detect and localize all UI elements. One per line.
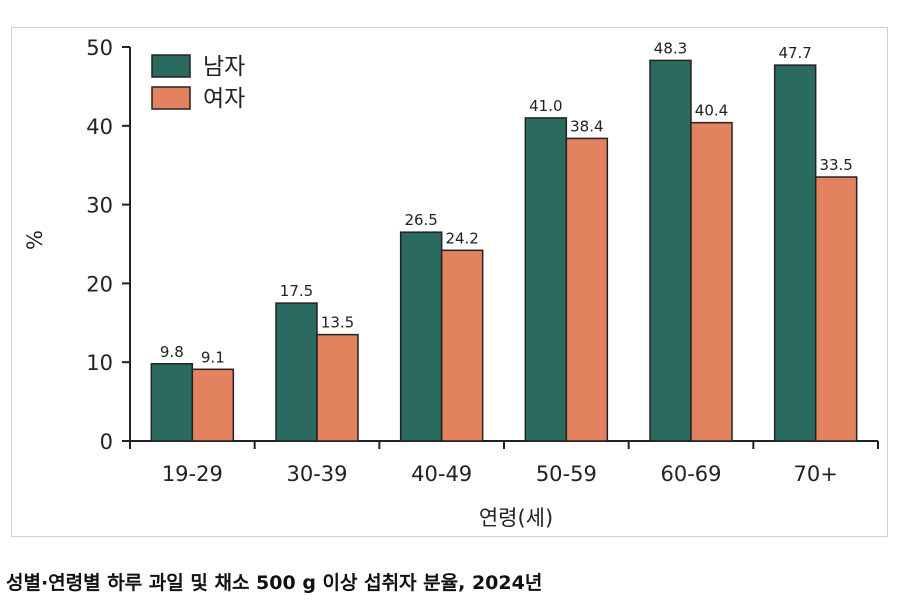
bar-female — [814, 176, 858, 442]
data-label: 13.5 — [321, 314, 354, 332]
x-tick-label: 50-59 — [536, 462, 597, 486]
data-label: 40.4 — [695, 102, 728, 120]
data-label: 17.5 — [280, 282, 313, 300]
bar-male — [524, 117, 568, 442]
x-axis-title: 연령(세) — [479, 506, 553, 530]
bar-male — [275, 302, 318, 442]
bar-chart: 0 10 20 30 40 50 9.8 9.1 19-29 17.5 13.5 30-39 26.5… — [23, 36, 879, 530]
data-label: 48.3 — [654, 39, 687, 57]
data-label: 9.1 — [201, 348, 225, 366]
data-label: 9.8 — [160, 343, 184, 361]
labels: 9.8 9.1 19-29 17.5 13.5 30-39 26.5 24.2 40-49 41.… — [23, 39, 853, 530]
data-label: 41.0 — [529, 97, 562, 115]
data-label: 26.5 — [404, 211, 437, 229]
y-tick-label: 10 — [86, 351, 113, 375]
bar-male — [649, 59, 692, 442]
figure-caption: 성별·연령별 하루 과일 및 채소 500 g 이상 섭취자 분율, 2024년 — [6, 572, 543, 594]
axes: 0 10 20 30 40 50 — [86, 36, 879, 454]
x-tick-label: 70+ — [794, 462, 838, 486]
legend-swatch-female — [151, 86, 191, 110]
y-tick-label: 20 — [86, 272, 113, 296]
bar-female — [690, 121, 733, 442]
bar-female — [440, 249, 484, 442]
bar-female — [191, 368, 235, 442]
y-tick-label: 50 — [86, 36, 113, 60]
x-tick-label: 40-49 — [411, 462, 472, 486]
y-axis-title: % — [23, 230, 47, 250]
data-label: 33.5 — [819, 156, 852, 174]
bar-male — [773, 64, 817, 442]
bar-male — [150, 363, 194, 442]
x-tick-label: 60-69 — [660, 462, 721, 486]
bars — [150, 59, 858, 442]
bar-female — [316, 333, 359, 442]
legend-label: 남자 — [203, 54, 245, 80]
legend-swatch-male — [151, 54, 191, 78]
data-label: 38.4 — [570, 117, 603, 135]
data-label: 47.7 — [778, 44, 811, 62]
bar-female — [565, 137, 609, 442]
y-tick-label: 30 — [86, 194, 113, 218]
y-tick-label: 40 — [86, 115, 113, 139]
y-tick-label: 0 — [100, 430, 113, 454]
x-tick-label: 30-39 — [286, 462, 347, 486]
bar-male — [399, 231, 443, 442]
x-tick-label: 19-29 — [162, 462, 223, 486]
legend-label: 여자 — [203, 86, 245, 112]
data-label: 24.2 — [445, 229, 478, 247]
